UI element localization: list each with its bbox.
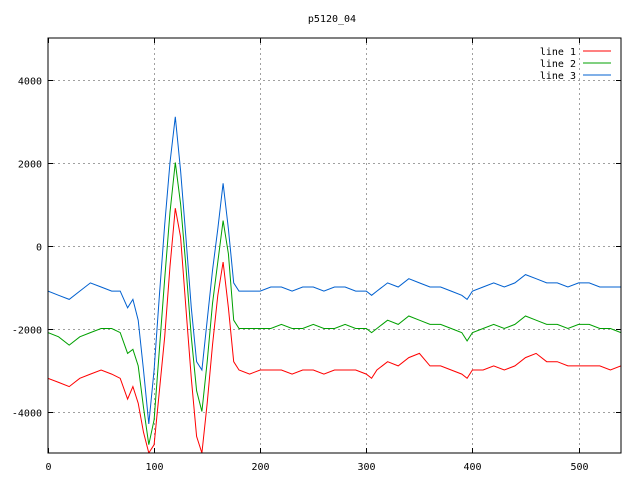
- x-tick-label: 500: [570, 462, 588, 473]
- series-line-3: [48, 116, 621, 424]
- axis-ticks: 0 100 200 300 400 500 -4000 -2000 0 2000 4000: [12, 38, 621, 473]
- y-tick-label: -4000: [12, 409, 42, 420]
- x-tick-label: 0: [45, 462, 51, 473]
- y-tick-label: 0: [36, 243, 42, 254]
- y-tick-label: 2000: [18, 160, 42, 171]
- legend-label-1: line 1: [540, 47, 576, 58]
- plot-frame: [47, 37, 622, 454]
- x-tick-label: 300: [357, 462, 375, 473]
- x-tick-label: 400: [463, 462, 481, 473]
- legend-label-2: line 2: [540, 59, 576, 70]
- y-tick-label: -2000: [12, 326, 42, 337]
- grid-lines: [48, 38, 621, 453]
- legend-label-3: line 3: [540, 71, 576, 82]
- series-lines: [48, 116, 621, 453]
- x-tick-label: 100: [145, 462, 163, 473]
- chart-title: p5120_04: [308, 14, 356, 25]
- y-tick-label: 4000: [18, 77, 42, 88]
- series-line-2: [48, 162, 621, 445]
- series-line-1: [48, 208, 621, 453]
- x-tick-label: 200: [251, 462, 269, 473]
